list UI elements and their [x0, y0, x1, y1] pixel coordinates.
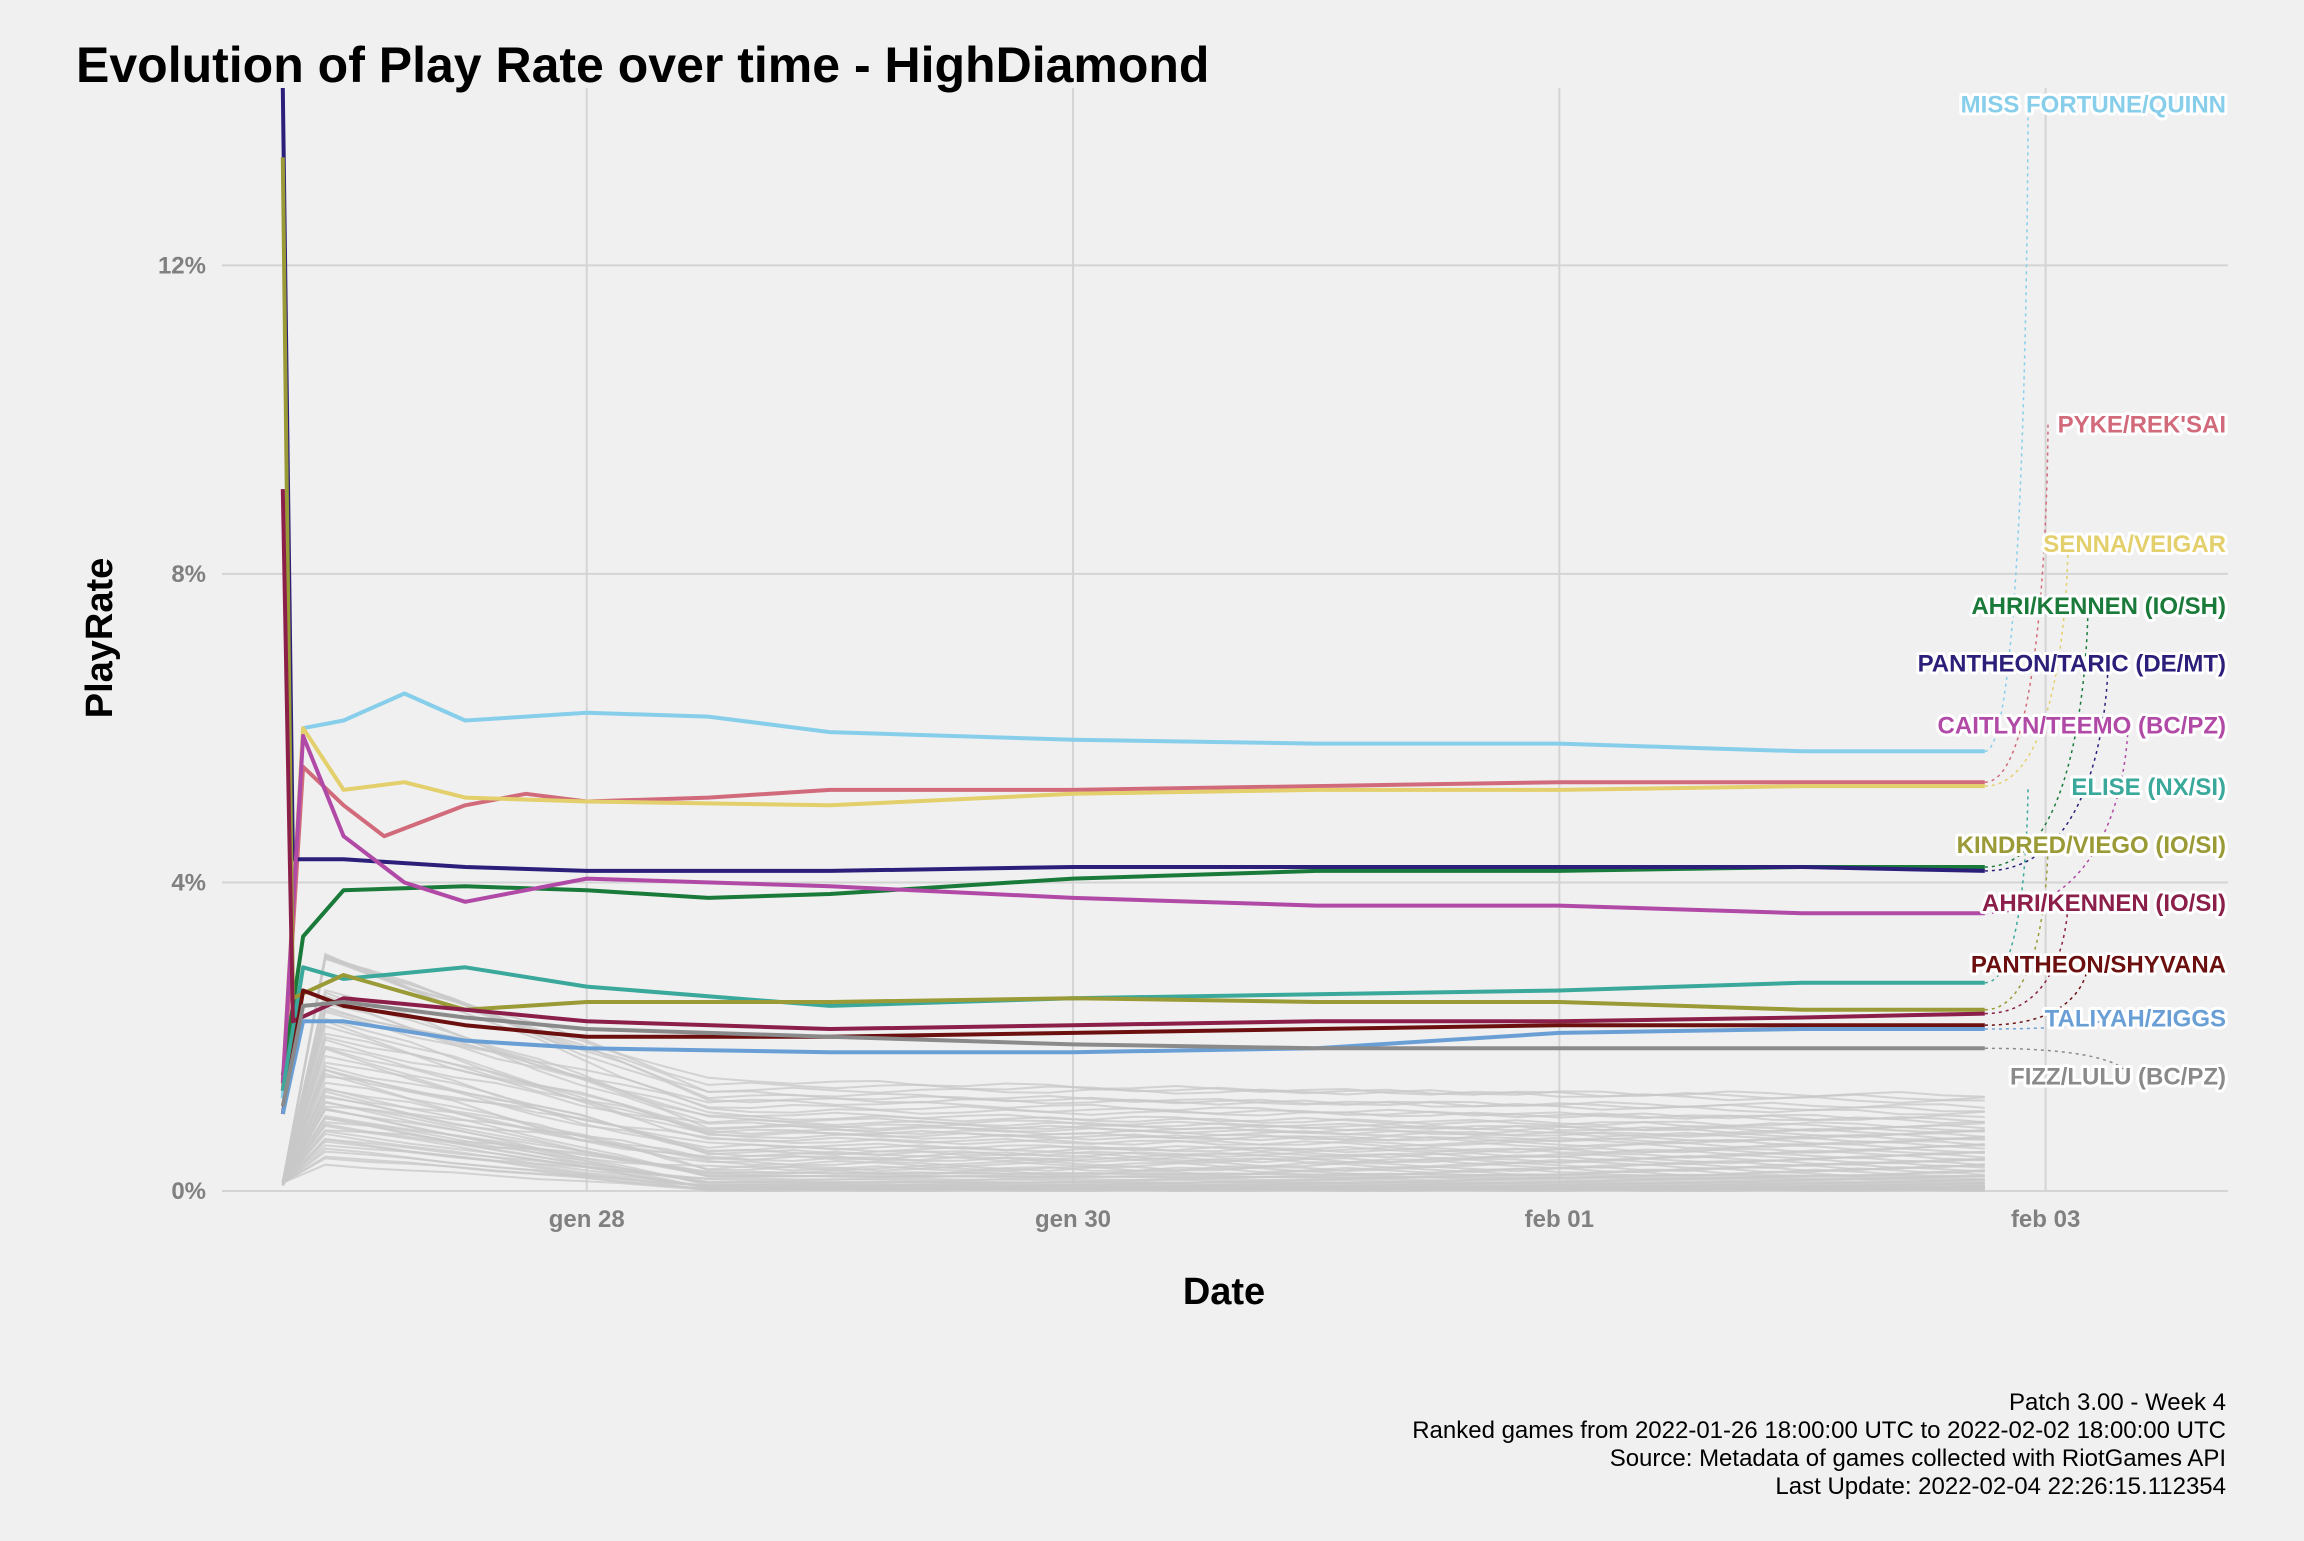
- y-tick-label: 8%: [171, 561, 206, 588]
- series-label: KINDRED/VIEGO (IO/SI): [1957, 832, 2226, 859]
- series-line: [280, 1019, 1985, 1115]
- background-series-line: [281, 991, 1985, 1182]
- background-series-line: [281, 1019, 1985, 1182]
- x-tick-label: gen 30: [1035, 1206, 1111, 1233]
- series-label: ELISE (NX/SI): [2071, 774, 2226, 801]
- x-axis-title: Date: [1183, 1271, 1265, 1313]
- series-line: [280, 87, 1985, 873]
- chart-caption: Patch 3.00 - Week 4 Ranked games from 20…: [1412, 1389, 2226, 1500]
- series-line: [280, 157, 1985, 1012]
- series-line: [280, 489, 1985, 1031]
- series-label: SENNA/VEIGAR: [2043, 531, 2226, 558]
- label-leader-line: [1984, 963, 2089, 1026]
- series-line: [280, 691, 1985, 1099]
- series-label: TALIYAH/ZIGGS: [2045, 1005, 2226, 1032]
- background-series-line: [281, 1024, 1985, 1186]
- chart-title: Evolution of Play Rate over time - HighD…: [76, 37, 1209, 93]
- series-line: [280, 764, 1985, 1091]
- series-label-halo: KINDRED/VIEGO (IO/SI): [1957, 832, 2226, 859]
- background-series-line: [281, 1096, 1985, 1186]
- series-label: MISS FORTUNE/QUINN: [1961, 91, 2226, 118]
- y-tick-label: 0%: [171, 1178, 206, 1205]
- background-series-line: [281, 1087, 1985, 1184]
- series-line: [280, 1000, 1985, 1107]
- label-leader-line: [1984, 423, 2049, 783]
- caption-line: Ranked games from 2022-01-26 18:00:00 UT…: [1412, 1417, 2226, 1444]
- y-tick-label: 4%: [171, 869, 206, 896]
- y-axis-title: PlayRate: [79, 558, 121, 719]
- series-label-halo: PANTHEON/TARIC (DE/MT): [1918, 651, 2226, 678]
- series-label: PYKE/REK'SAI: [2058, 412, 2226, 439]
- label-leader-line: [1984, 103, 2029, 753]
- caption-line: Patch 3.00 - Week 4: [2009, 1389, 2226, 1416]
- series-line: [280, 865, 1985, 1076]
- series-label: AHRI/KENNEN (IO/SI): [1982, 890, 2226, 917]
- series-label-halo: PANTHEON/SHYVANA: [1971, 951, 2226, 978]
- background-series-line: [281, 1072, 1985, 1185]
- series-line: [280, 733, 1985, 1084]
- caption-line: Last Update: 2022-02-04 22:26:15.112354: [1775, 1473, 2226, 1500]
- series-label: AHRI/KENNEN (IO/SH): [1971, 593, 2226, 620]
- background-series-line: [281, 1017, 1985, 1183]
- highlighted-series-lines: [280, 87, 1985, 1115]
- series-label-halo: CAITLYN/TEEMO (BC/PZ): [1938, 712, 2226, 739]
- label-leader-line: [1984, 843, 2049, 1011]
- series-label-halo: FIZZ/LULU (BC/PZ): [2010, 1063, 2226, 1090]
- series-label-halo: TALIYAH/ZIGGS: [2045, 1005, 2226, 1032]
- series-label-halo: SENNA/VEIGAR: [2043, 531, 2226, 558]
- label-leader-line: [1984, 662, 2109, 872]
- background-series-line: [281, 952, 1985, 1183]
- y-tick-labels: 0% 4% 8% 12%: [158, 252, 206, 1205]
- background-series-line: [281, 1068, 1985, 1185]
- background-series-line: [281, 994, 1985, 1184]
- background-series-lines: [281, 952, 1985, 1192]
- caption-line: Source: Metadata of games collected with…: [1610, 1445, 2226, 1472]
- x-tick-label: feb 01: [1525, 1206, 1594, 1233]
- series-label: CAITLYN/TEEMO (BC/PZ): [1938, 712, 2226, 739]
- background-series-line: [281, 988, 1985, 1184]
- label-leader-line: [1984, 724, 2129, 915]
- series-label-halo: ELISE (NX/SI): [2071, 774, 2226, 801]
- series-label-halo: AHRI/KENNEN (IO/SI): [1982, 890, 2226, 917]
- series-label-halo: AHRI/KENNEN (IO/SH): [1971, 593, 2226, 620]
- y-tick-label: 12%: [158, 252, 206, 279]
- series-line: [280, 965, 1985, 1092]
- label-leader-line: [1984, 1017, 2109, 1030]
- label-leader-lines: [1984, 103, 2129, 1076]
- label-leader-line: [1984, 543, 2069, 787]
- x-tick-label: gen 28: [549, 1206, 625, 1233]
- series-label-halo: PYKE/REK'SAI: [2058, 412, 2226, 439]
- background-series-line: [282, 1137, 1985, 1192]
- background-series-line: [281, 1005, 1985, 1182]
- series-label-halo: MISS FORTUNE/QUINN: [1961, 91, 2226, 118]
- series-line: [280, 726, 1985, 1084]
- series-label: FIZZ/LULU (BC/PZ): [2010, 1063, 2226, 1090]
- background-series-line: [281, 955, 1985, 1182]
- label-leader-line: [1984, 901, 2069, 1015]
- x-tick-label: feb 03: [2011, 1206, 2080, 1233]
- series-label: PANTHEON/SHYVANA: [1971, 951, 2226, 978]
- series-label: PANTHEON/TARIC (DE/MT): [1918, 651, 2226, 678]
- label-leader-line: [1984, 1047, 2129, 1076]
- background-series-line: [281, 1008, 1985, 1183]
- x-tick-labels: gen 28 gen 30 feb 01 feb 03: [549, 1206, 2081, 1233]
